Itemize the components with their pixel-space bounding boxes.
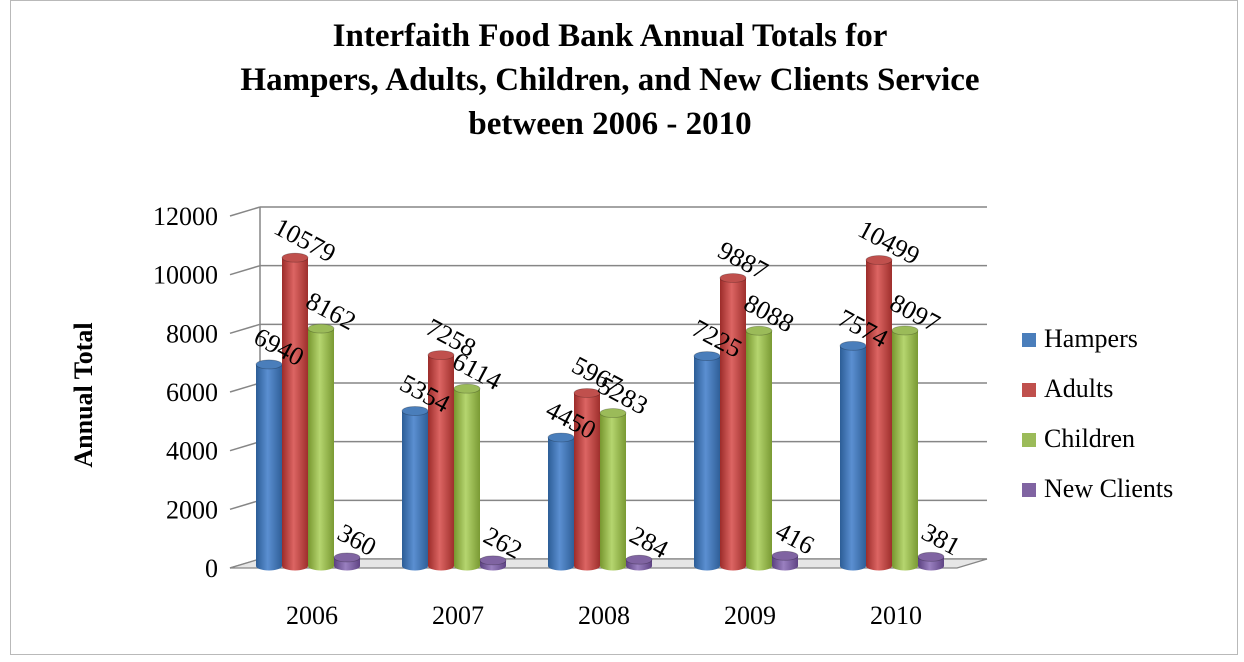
bar-new-clients-2009 bbox=[771, 550, 799, 571]
bar-hampers-2009 bbox=[693, 351, 721, 571]
bars bbox=[255, 252, 945, 571]
gridline-side bbox=[229, 499, 261, 511]
x-tick-label: 2009 bbox=[724, 601, 776, 630]
bar-new-clients-2010 bbox=[917, 551, 945, 571]
bar-adults-2006 bbox=[281, 252, 309, 571]
bar-children-2006 bbox=[307, 323, 335, 571]
legend: Hampers Adults Children New Clients bbox=[1022, 324, 1173, 503]
bar-hampers-2007 bbox=[401, 406, 429, 571]
bar-hampers-2008 bbox=[547, 432, 575, 571]
bar-new-clients-2008 bbox=[625, 554, 653, 571]
bar-hampers-2006 bbox=[255, 359, 283, 571]
x-tick-label: 2007 bbox=[432, 601, 484, 630]
chart-title-line-3: between 2006 - 2010 bbox=[468, 106, 752, 142]
x-tick-label: 2010 bbox=[870, 601, 922, 630]
y-tick-label: 10000 bbox=[153, 261, 218, 290]
bar-children-2009 bbox=[745, 325, 773, 571]
y-tick-label: 12000 bbox=[153, 202, 218, 231]
legend-label: Children bbox=[1044, 424, 1135, 453]
bar-children-2010 bbox=[891, 325, 919, 571]
legend-label: Adults bbox=[1044, 374, 1113, 403]
bar-children-2007 bbox=[453, 383, 481, 571]
bar-hampers-2010 bbox=[839, 340, 867, 571]
y-tick-label: 4000 bbox=[166, 437, 218, 466]
gridline-side bbox=[229, 323, 261, 335]
y-tick-label: 6000 bbox=[166, 378, 218, 407]
chart-title-line-2: Hampers, Adults, Children, and New Clien… bbox=[240, 62, 980, 98]
gridline-side bbox=[229, 264, 261, 276]
y-tick-label: 8000 bbox=[166, 319, 218, 348]
bar-adults-2009 bbox=[719, 273, 747, 571]
axis-ticks: 0 2000 4000 6000 8000 10000 12000 2006 2007 2008 2… bbox=[153, 202, 922, 630]
legend-swatch bbox=[1022, 433, 1036, 447]
y-axis-label: Annual Total bbox=[69, 322, 98, 467]
x-tick-label: 2008 bbox=[578, 601, 630, 630]
bar-new-clients-2006 bbox=[333, 552, 361, 571]
gridline-side bbox=[229, 206, 261, 217]
bar-adults-2008 bbox=[573, 388, 601, 571]
x-tick-label: 2006 bbox=[286, 601, 338, 630]
y-tick-label: 2000 bbox=[166, 495, 218, 524]
bar-new-clients-2007 bbox=[479, 555, 507, 571]
legend-swatch bbox=[1022, 483, 1036, 497]
gridline-side bbox=[229, 382, 261, 393]
gridline-side bbox=[229, 440, 261, 452]
chart-title: Interfaith Food Bank Annual Totals for H… bbox=[110, 14, 1110, 146]
chart-title-line-1: Interfaith Food Bank Annual Totals for bbox=[332, 18, 888, 54]
bar-adults-2010 bbox=[865, 255, 893, 571]
legend-swatch bbox=[1022, 383, 1036, 397]
legend-label: Hampers bbox=[1044, 324, 1138, 353]
legend-swatch bbox=[1022, 333, 1036, 347]
bar-children-2008 bbox=[599, 408, 627, 571]
legend-label: New Clients bbox=[1044, 474, 1173, 503]
y-tick-label: 0 bbox=[205, 554, 218, 583]
bar-adults-2007 bbox=[427, 350, 455, 571]
